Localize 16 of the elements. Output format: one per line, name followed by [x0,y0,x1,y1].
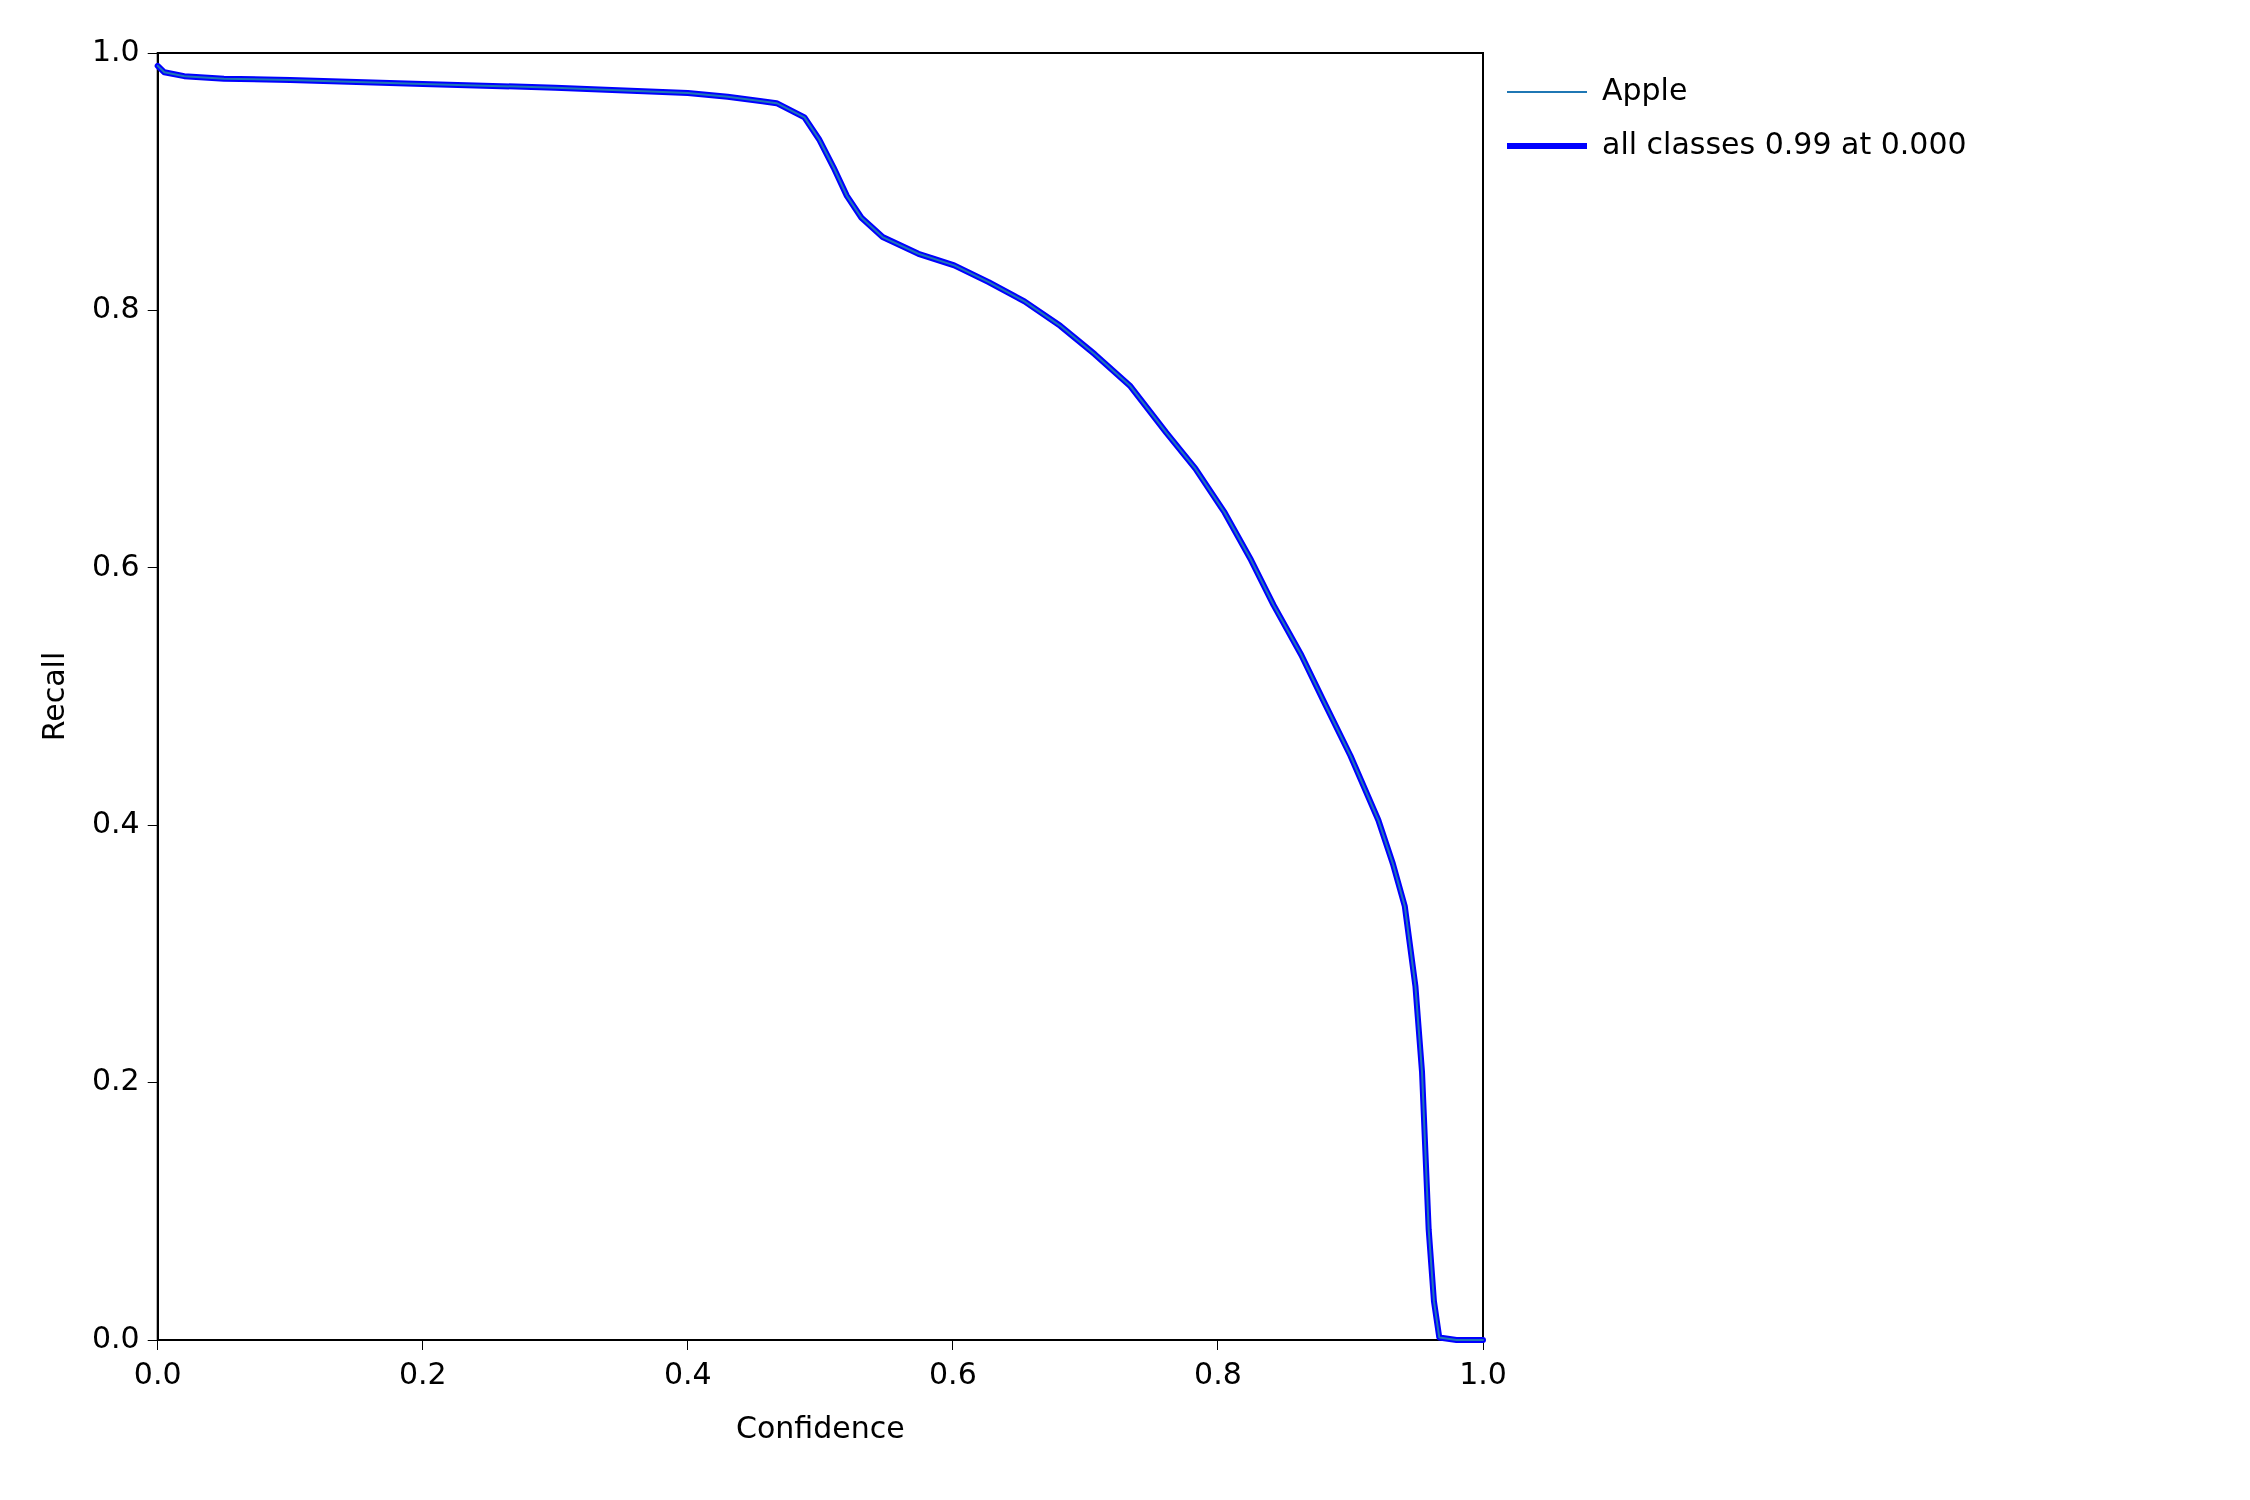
x-tick-label: 0.6 [929,1355,977,1391]
y-tick-label: 1.0 [91,32,140,68]
y-tick-label: 0.6 [91,547,140,583]
y-axis-title: Recall [35,651,71,742]
legend-label: Apple [1602,71,1688,107]
x-tick-label: 1.0 [1459,1355,1507,1391]
y-tick-label: 0.4 [91,805,140,840]
x-tick-label: 0.2 [398,1355,447,1391]
y-tick-label: 0.8 [91,290,140,326]
x-tick-label: 0.4 [663,1355,712,1391]
legend-label: all classes 0.99 at 0.000 [1602,125,1967,161]
y-tick-label: 0.2 [91,1062,140,1098]
x-tick-label: 0.0 [133,1355,182,1391]
y-tick-label: 0.0 [91,1319,140,1355]
x-axis-title: Confidence [736,1409,905,1445]
x-tick-label: 0.8 [1194,1355,1242,1391]
